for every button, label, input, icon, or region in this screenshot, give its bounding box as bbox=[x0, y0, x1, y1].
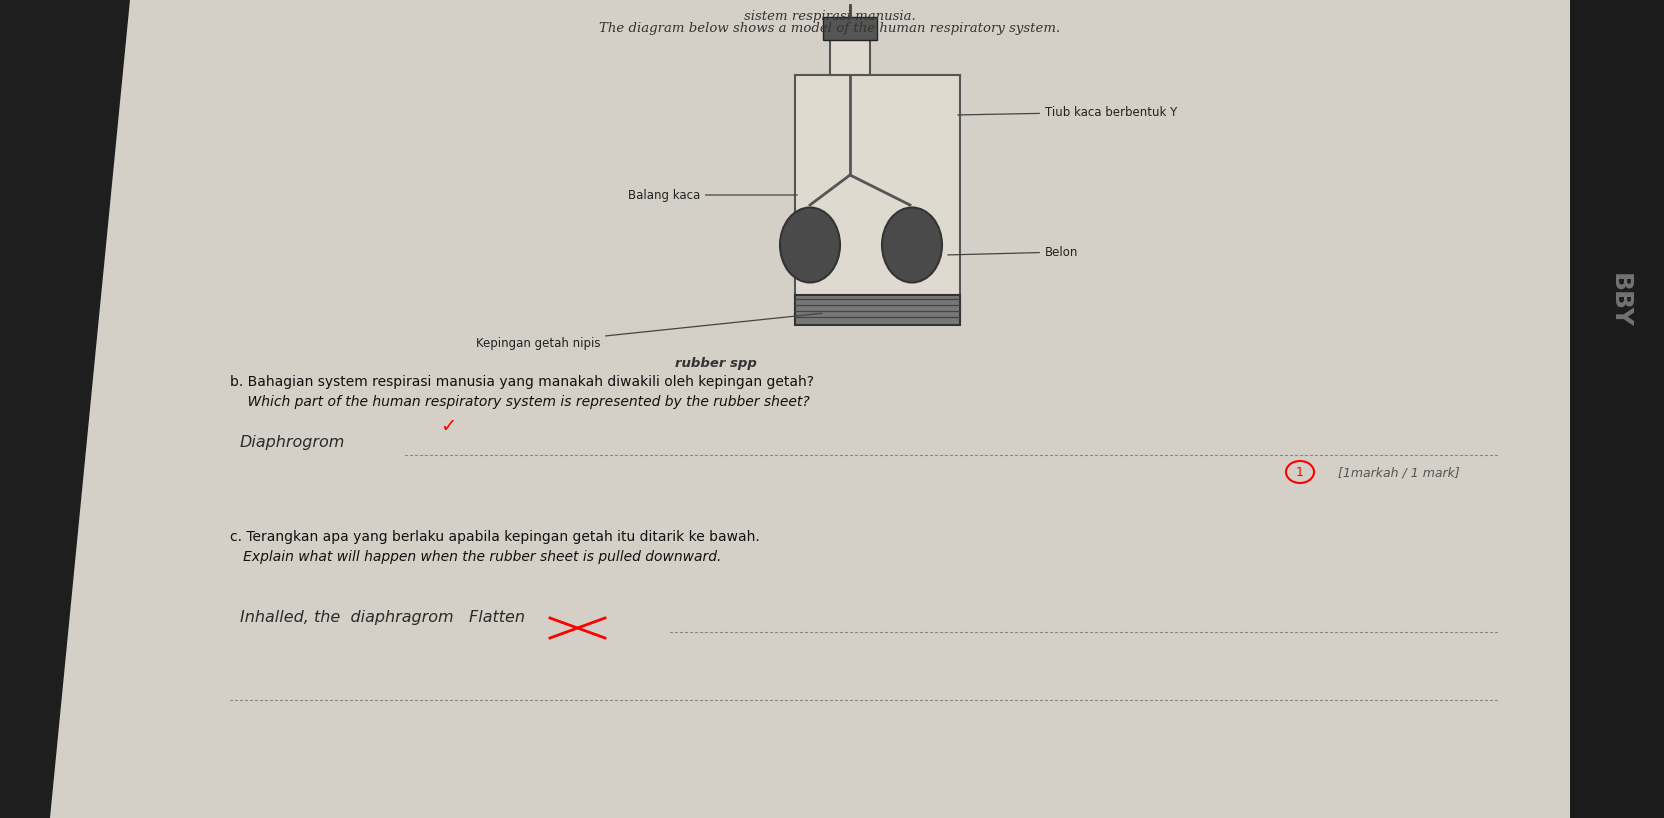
Text: Inhalled, the  diaphragrom   Flatten: Inhalled, the diaphragrom Flatten bbox=[240, 610, 526, 625]
Text: Kepingan getah nipis: Kepingan getah nipis bbox=[476, 313, 822, 349]
Polygon shape bbox=[50, 0, 1571, 818]
Text: [1markah / 1 mark]: [1markah / 1 mark] bbox=[1338, 467, 1459, 480]
Text: Tiub kaca berbentuk Y: Tiub kaca berbentuk Y bbox=[958, 106, 1176, 119]
Text: Explain what will happen when the rubber sheet is pulled downward.: Explain what will happen when the rubber… bbox=[230, 550, 722, 564]
Ellipse shape bbox=[882, 208, 942, 282]
Text: rubber spp: rubber spp bbox=[676, 357, 757, 370]
Text: Which part of the human respiratory system is represented by the rubber sheet?: Which part of the human respiratory syst… bbox=[230, 395, 810, 409]
Text: 1: 1 bbox=[1296, 465, 1305, 479]
Text: Belon: Belon bbox=[948, 245, 1078, 258]
Text: b. Bahagian system respirasi manusia yang manakah diwakili oleh kepingan getah?: b. Bahagian system respirasi manusia yan… bbox=[230, 375, 814, 389]
Polygon shape bbox=[1571, 0, 1664, 818]
Text: BBY: BBY bbox=[1607, 272, 1632, 327]
Text: Diaphrogrom: Diaphrogrom bbox=[240, 435, 346, 450]
Polygon shape bbox=[0, 0, 130, 818]
Bar bbox=[795, 75, 960, 320]
Bar bbox=[824, 17, 877, 40]
Text: c. Terangkan apa yang berlaku apabila kepingan getah itu ditarik ke bawah.: c. Terangkan apa yang berlaku apabila ke… bbox=[230, 530, 760, 544]
Text: ✓: ✓ bbox=[439, 417, 456, 436]
Text: sistem respirasi manusia.: sistem respirasi manusia. bbox=[744, 10, 915, 23]
Text: Balang kaca: Balang kaca bbox=[627, 188, 797, 201]
Ellipse shape bbox=[780, 208, 840, 282]
Bar bbox=[795, 295, 960, 325]
Bar bbox=[830, 35, 870, 75]
Text: The diagram below shows a model of the human respiratory system.: The diagram below shows a model of the h… bbox=[599, 22, 1060, 35]
